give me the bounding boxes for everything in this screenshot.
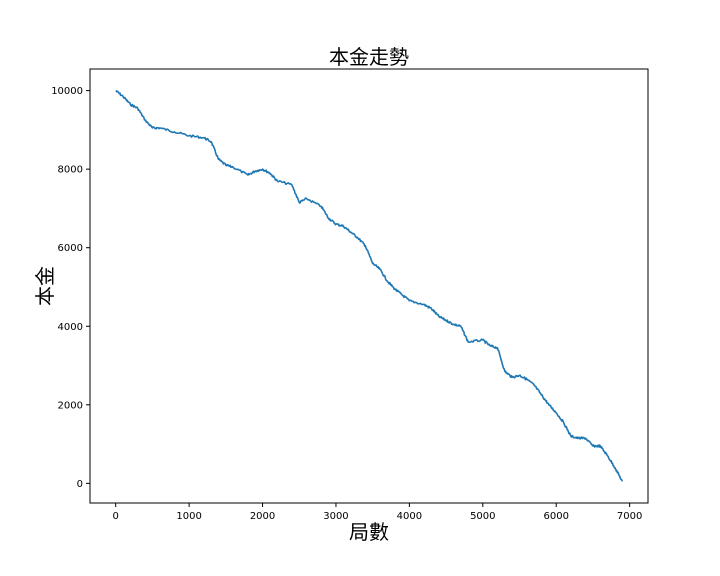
x-axis-label: 局數	[349, 520, 389, 544]
x-tick-label: 5000	[470, 511, 495, 522]
y-tick-label: 8000	[58, 165, 83, 176]
x-tick-label: 0	[113, 511, 119, 522]
series-line	[115, 89, 624, 482]
y-tick-label: 6000	[58, 243, 83, 254]
plot-area: 0 1000 2000 3000 4000 5000 6000 7000 0 2000 4000 6…	[51, 68, 649, 522]
plot-frame	[89, 68, 649, 504]
x-tick-label: 3000	[323, 511, 348, 522]
x-tick-label: 2000	[250, 511, 275, 522]
x-tick-label: 1000	[176, 511, 201, 522]
x-tick-label: 4000	[397, 511, 422, 522]
y-axis-ticks: 0 2000 4000 6000 8000 10000	[51, 86, 90, 490]
x-axis-ticks: 0 1000 2000 3000 4000 5000 6000 7000	[113, 503, 642, 522]
y-axis-label: 本金	[33, 266, 57, 306]
y-tick-label: 2000	[58, 400, 83, 411]
chart-title: 本金走勢	[329, 45, 409, 69]
x-tick-label: 6000	[543, 511, 568, 522]
y-tick-label: 0	[77, 479, 83, 490]
x-tick-label: 7000	[617, 511, 642, 522]
y-tick-label: 10000	[51, 86, 83, 97]
y-tick-label: 4000	[58, 322, 83, 333]
